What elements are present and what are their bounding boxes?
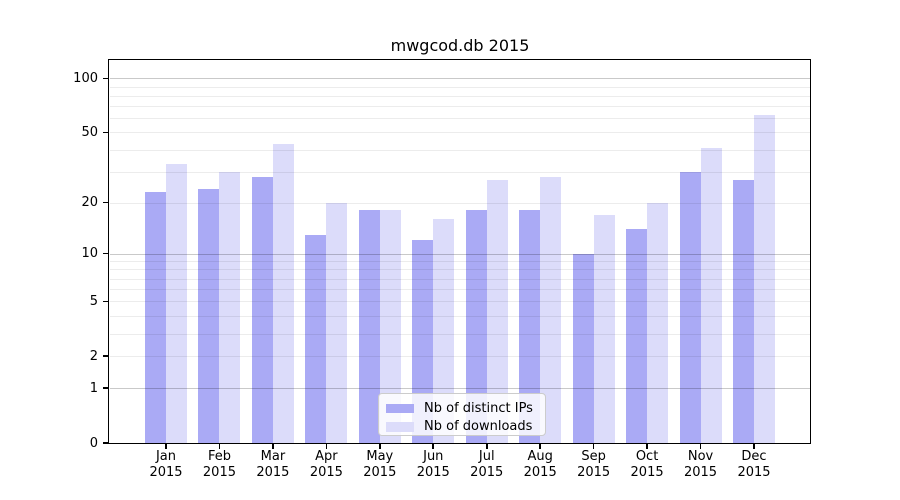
gridline-minor-6: [110, 289, 810, 291]
bar-distinct-ips-dec: [733, 179, 754, 443]
bar-distinct-ips-oct: [626, 229, 648, 443]
bar-downloads-oct: [647, 202, 669, 443]
gridline-minor-8: [110, 269, 810, 271]
y-tick-label-1: 1: [89, 380, 98, 396]
y-tick-label-2: 2: [89, 348, 98, 364]
legend-item-distinct-ips: Nb of distinct IPs: [379, 399, 545, 418]
legend-label-downloads: Nb of downloads: [424, 419, 533, 435]
bar-distinct-ips-aug: [519, 210, 541, 443]
y-tick-label-50: 50: [81, 124, 98, 140]
y-tick-20: [103, 201, 108, 204]
gridline-minor-5: [110, 301, 810, 303]
legend-swatch-distinct-ips: [386, 403, 414, 413]
y-tick-label-20: 20: [81, 195, 98, 211]
x-tick-label-apr: Apr 2015: [309, 449, 343, 480]
x-tick-dec: [753, 443, 755, 449]
bar-distinct-ips-sep: [572, 253, 594, 443]
bar-downloads-mar: [272, 144, 294, 443]
x-tick-jan: [165, 443, 167, 449]
bar-downloads-sep: [593, 214, 615, 443]
legend-label-distinct-ips: Nb of distinct IPs: [424, 400, 533, 416]
x-tick-oct: [646, 443, 648, 449]
y-tick-2: [103, 355, 108, 358]
bar-downloads-nov: [700, 147, 722, 443]
bar-distinct-ips-feb: [198, 188, 220, 443]
gridline-minor-60: [110, 118, 810, 120]
gridline-minor-90: [110, 86, 810, 88]
legend: Nb of distinct IPs Nb of downloads: [378, 393, 546, 436]
gridline-minor-7: [110, 278, 810, 280]
x-tick-nov: [699, 443, 702, 449]
bar-distinct-ips-jan: [145, 191, 166, 443]
x-tick-label-mar: Mar 2015: [256, 449, 290, 480]
x-tick-label-oct: Oct 2015: [630, 449, 664, 480]
bar-downloads-dec: [754, 114, 775, 443]
x-tick-label-jun: Jun 2015: [416, 449, 450, 480]
x-tick-aug: [539, 443, 542, 449]
x-tick-label-aug: Aug 2015: [523, 449, 557, 480]
bar-downloads-may: [379, 210, 401, 443]
gridline-minor-30: [110, 171, 810, 173]
gridline-minor-3: [110, 333, 810, 335]
gridline-minor-2: [110, 356, 810, 358]
bar-downloads-feb: [219, 171, 241, 443]
bar-downloads-apr: [326, 202, 348, 443]
x-tick-label-may: May 2015: [363, 449, 397, 480]
legend-swatch-downloads: [386, 422, 414, 432]
x-tick-sep: [592, 443, 595, 449]
x-tick-label-nov: Nov 2015: [683, 449, 718, 480]
y-tick-label-10: 10: [81, 246, 98, 262]
y-tick-label-0: 0: [89, 435, 98, 451]
gridline-minor-70: [110, 106, 810, 108]
bar-downloads-jan: [166, 164, 187, 443]
x-tick-mar: [272, 443, 274, 449]
y-tick-100: [103, 77, 108, 80]
legend-item-downloads: Nb of downloads: [379, 418, 545, 437]
gridline-minor-9: [110, 261, 810, 263]
bar-distinct-ips-nov: [679, 171, 701, 443]
gridline-minor-20: [110, 202, 810, 204]
bar-distinct-ips-jun: [412, 240, 434, 443]
gridline-minor-4: [110, 315, 810, 317]
x-tick-label-dec: Dec 2015: [737, 449, 771, 480]
x-tick-apr: [325, 443, 328, 449]
bar-distinct-ips-jul: [465, 210, 487, 443]
gridline-major-1: [110, 388, 810, 390]
x-tick-may: [378, 443, 381, 449]
x-tick-jul: [485, 443, 488, 449]
gridline-minor-40: [110, 149, 810, 151]
x-tick-jun: [432, 443, 435, 449]
gridline-minor-50: [110, 132, 810, 134]
y-tick-label-100: 100: [73, 70, 98, 86]
y-tick-5: [103, 300, 108, 303]
y-tick-0: [103, 442, 108, 444]
bar-downloads-jun: [433, 219, 455, 443]
bar-distinct-ips-apr: [305, 234, 327, 443]
bar-downloads-aug: [540, 177, 562, 443]
gridline-minor-80: [110, 95, 810, 97]
x-tick-label-feb: Feb 2015: [202, 449, 236, 480]
chart-title: mwgcod.db 2015: [390, 36, 530, 55]
bar-downloads-jul: [486, 179, 508, 443]
gridline-major-100: [110, 78, 810, 80]
y-tick-label-5: 5: [89, 293, 98, 309]
y-tick-50: [103, 131, 108, 134]
plot-area: [110, 61, 810, 443]
gridline-major-10: [110, 253, 810, 255]
bar-distinct-ips-may: [358, 210, 380, 443]
bar-distinct-ips-mar: [251, 177, 273, 443]
y-tick-10: [103, 252, 108, 255]
x-tick-label-jul: Jul 2015: [470, 449, 504, 480]
x-tick-feb: [218, 443, 221, 449]
x-tick-label-jan: Jan 2015: [149, 449, 183, 480]
x-tick-label-sep: Sep 2015: [577, 449, 611, 480]
y-tick-1: [103, 387, 108, 390]
